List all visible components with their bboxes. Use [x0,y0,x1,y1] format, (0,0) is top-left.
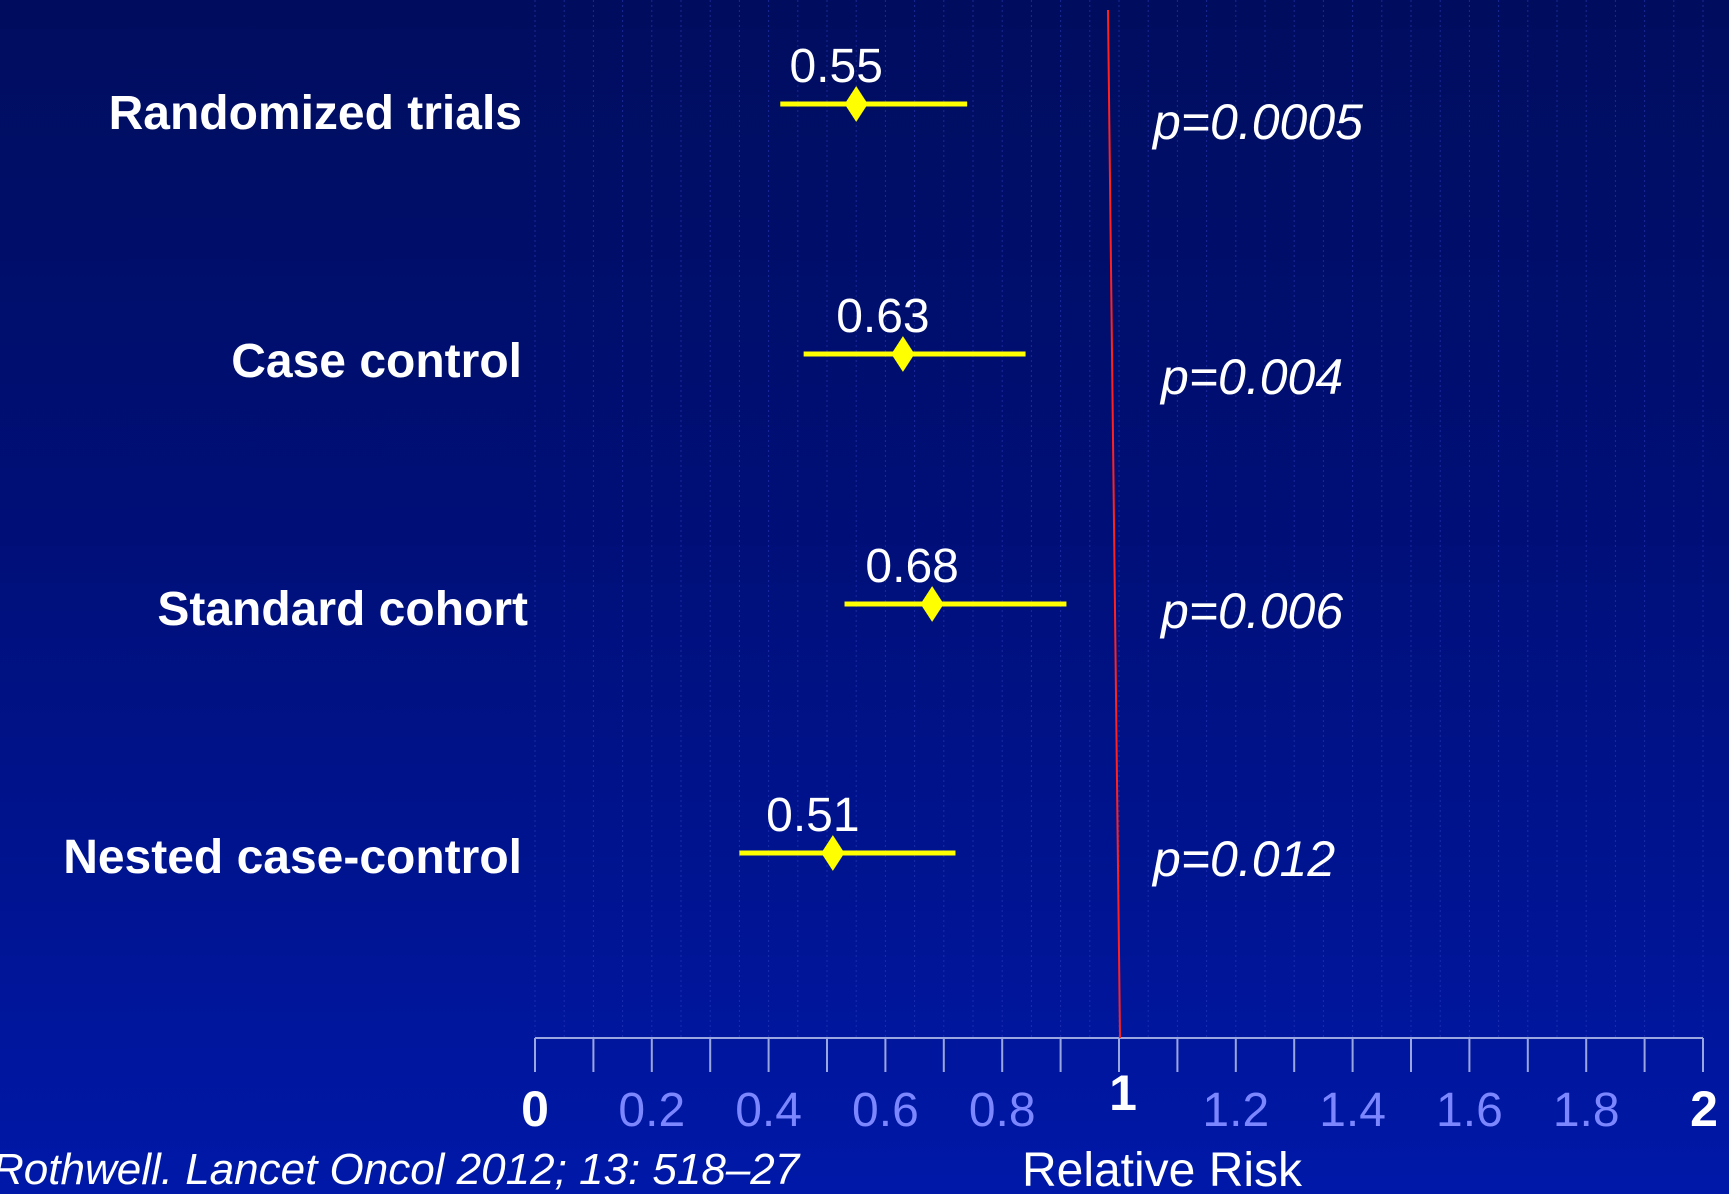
x-tick-label: 1.2 [1202,1084,1269,1137]
reference-line [1107,9,1121,1039]
estimate-marker [891,336,915,372]
x-tick-label: 0.6 [852,1084,919,1137]
row-label-nested-case-control: Nested case-control [63,831,522,884]
estimate-label: 0.63 [836,290,929,343]
p-value-standard-cohort: p=0.006 [1161,583,1344,639]
x-tick-label: 0.8 [969,1084,1036,1137]
p-value-randomized-trials: p=0.0005 [1153,94,1363,150]
x-tick-label: 2 [1690,1081,1718,1137]
x-tick-label: 0 [521,1081,549,1137]
row-label-case-control: Case control [231,335,522,388]
x-tick-label: 1 [1109,1065,1137,1121]
row-label-randomized-trials: Randomized trials [108,87,522,140]
p-value-case-control: p=0.004 [1161,349,1344,405]
estimate-marker [920,586,944,622]
estimate-label: 0.68 [865,540,958,593]
estimate-marker [821,835,845,871]
p-value-nested-case-control: p=0.012 [1153,831,1336,887]
estimate-marker [844,86,868,122]
citation: Rothwell. Lancet Oncol 2012; 13: 518–27 [0,1145,800,1194]
x-axis-label: Relative Risk [1022,1144,1303,1194]
x-tick-label: 1.4 [1319,1084,1386,1137]
x-tick-label: 0.4 [735,1084,802,1137]
estimate-label: 0.51 [766,789,859,842]
x-tick-label: 1.6 [1436,1084,1503,1137]
row-label-standard-cohort: Standard cohort [157,583,528,636]
x-tick-label: 0.2 [618,1084,685,1137]
x-tick-label: 1.8 [1553,1084,1620,1137]
estimate-label: 0.55 [789,40,882,93]
